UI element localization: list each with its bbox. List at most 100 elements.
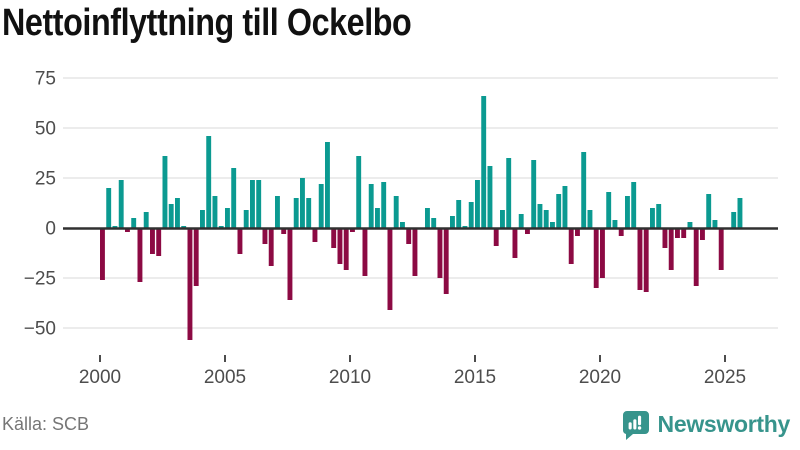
- bar: [375, 208, 380, 228]
- bar: [506, 158, 512, 228]
- bar: [706, 194, 712, 228]
- bar: [437, 228, 443, 278]
- bar: [162, 156, 168, 228]
- bar: [262, 228, 268, 244]
- bar: [350, 228, 355, 232]
- bar: [593, 228, 599, 288]
- bar: [231, 168, 237, 228]
- bar: [200, 210, 205, 228]
- y-tick-label: −50: [24, 319, 56, 340]
- bar: [587, 210, 593, 228]
- bar: [143, 212, 149, 228]
- bar: [606, 192, 612, 228]
- bar: [343, 228, 349, 270]
- bar: [112, 226, 118, 228]
- bar: [481, 96, 487, 228]
- brand-logo[interactable]: Newsworthy: [620, 409, 790, 440]
- bar: [206, 136, 212, 228]
- bar: [487, 166, 493, 228]
- bar: [631, 182, 637, 228]
- brand-name: Newsworthy: [657, 410, 791, 437]
- mini-bar-1: [628, 421, 632, 429]
- bar: [668, 228, 674, 270]
- y-tick-label: 0: [45, 219, 56, 240]
- bar: [412, 228, 418, 276]
- bar: [275, 196, 280, 228]
- source-label: Källa: SCB: [2, 413, 90, 434]
- bar: [531, 160, 537, 228]
- bar: [156, 228, 162, 256]
- bar: [543, 210, 549, 228]
- bar: [425, 208, 430, 228]
- bar: [356, 156, 362, 228]
- bar: [381, 182, 387, 228]
- bar: [675, 228, 680, 238]
- bar: [175, 198, 180, 228]
- x-tick-label: 2000: [79, 367, 121, 388]
- bar: [300, 178, 305, 228]
- bar: [718, 228, 724, 270]
- chart-footer: Källa: SCB Newsworthy: [0, 406, 800, 442]
- bar: [550, 222, 555, 228]
- bar: [125, 228, 130, 232]
- bar: [318, 184, 324, 228]
- bar: [118, 180, 124, 228]
- bar: [537, 204, 543, 228]
- bar: [612, 220, 618, 228]
- bar: [712, 220, 718, 228]
- x-tick-label: 2025: [704, 367, 746, 388]
- bar: [662, 228, 668, 248]
- bar: [687, 222, 693, 228]
- bar: [443, 228, 449, 294]
- bar: [218, 226, 224, 228]
- bar: [731, 212, 737, 228]
- bar: [512, 228, 518, 258]
- x-tick-label: 2005: [204, 367, 246, 388]
- bar: [556, 194, 562, 228]
- bar: [656, 204, 662, 228]
- bar: [643, 228, 649, 292]
- bar: [243, 210, 249, 228]
- x-tick-label: 2020: [579, 367, 621, 388]
- bar: [100, 228, 105, 280]
- bar: [150, 228, 155, 254]
- bar: [468, 202, 474, 228]
- bar: [700, 228, 705, 240]
- bar: [281, 228, 287, 234]
- bar: [431, 218, 437, 228]
- exclamation-bar: [637, 415, 641, 425]
- bar: [187, 228, 193, 340]
- bar: [237, 228, 243, 254]
- bar: [693, 228, 699, 286]
- mini-bar-2: [632, 418, 636, 429]
- bar: [225, 208, 230, 228]
- bar: [306, 198, 312, 228]
- bar: [493, 228, 499, 246]
- bar: [518, 214, 524, 228]
- bar: [650, 208, 655, 228]
- bar: [575, 228, 580, 236]
- bar: [562, 186, 568, 228]
- exclamation-dot: [637, 425, 641, 430]
- bar: [625, 196, 630, 228]
- bar: [393, 196, 399, 228]
- bar: [368, 184, 374, 228]
- bar: [337, 228, 343, 264]
- bar: [250, 180, 255, 228]
- y-tick-label: 25: [35, 169, 56, 190]
- bar: [400, 222, 405, 228]
- bar: [737, 198, 743, 228]
- y-tick-label: −25: [24, 269, 56, 290]
- bar: [637, 228, 643, 290]
- bar: [387, 228, 393, 310]
- bar: [618, 228, 624, 236]
- newsworthy-icon: [622, 410, 649, 440]
- bar: [581, 152, 587, 228]
- bar: [137, 228, 143, 282]
- bar: [325, 142, 330, 228]
- bar: [181, 226, 187, 228]
- bar: [268, 228, 274, 266]
- bar: [212, 196, 218, 228]
